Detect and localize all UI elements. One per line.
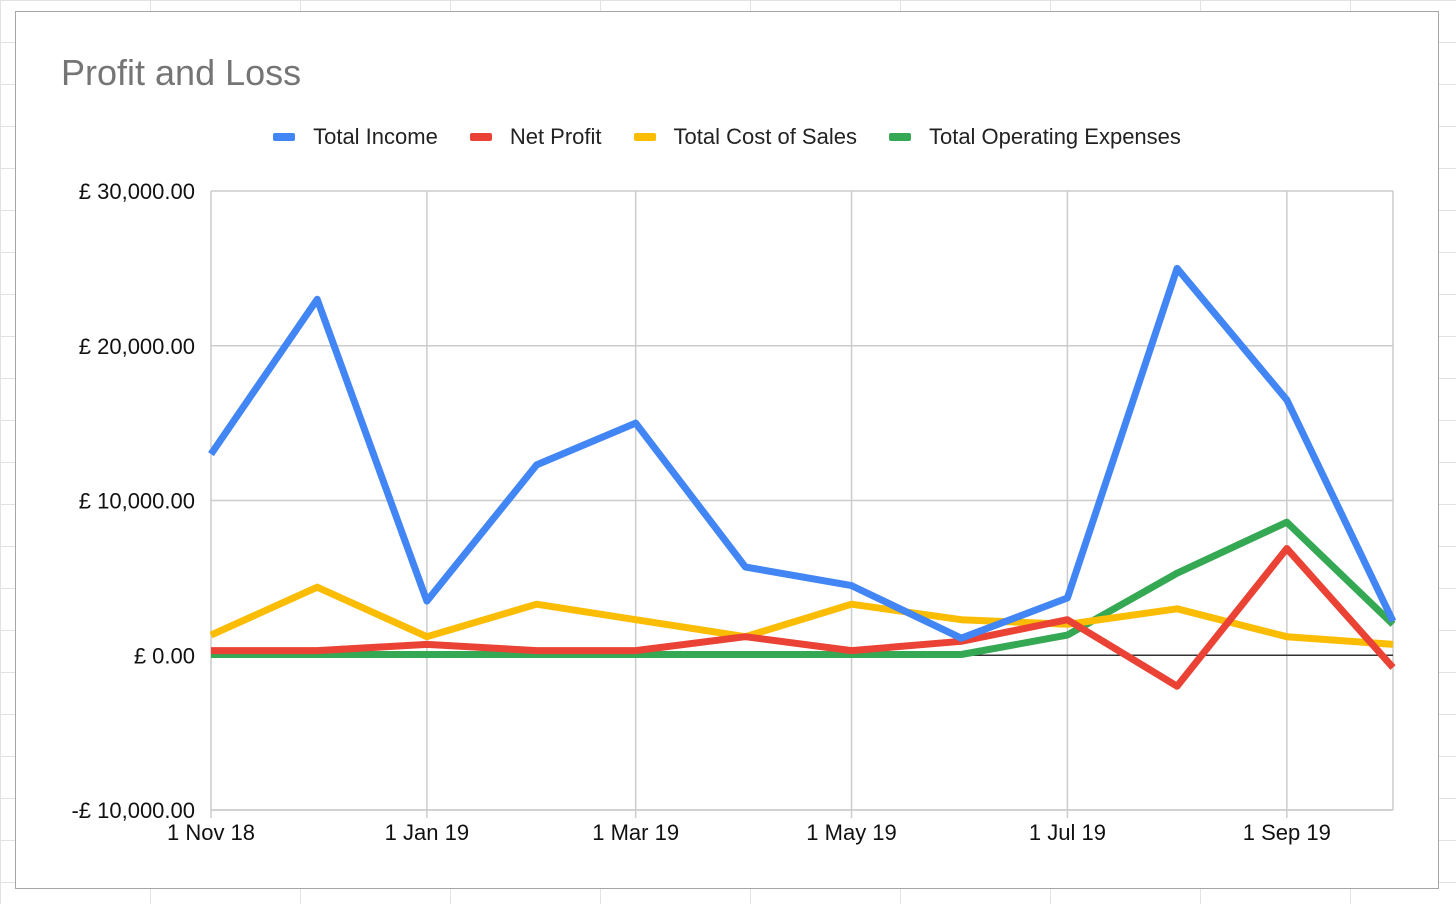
series-line-net-profit [211, 545, 1396, 690]
chart-title: Profit and Loss [61, 52, 302, 93]
legend-label: Total Income [313, 124, 438, 149]
x-tick-label: 1 Jan 19 [385, 820, 469, 845]
x-tick-label: 1 May 19 [806, 820, 897, 845]
x-tick-label: 1 Nov 18 [167, 820, 255, 845]
legend-swatch-total-cost-of-sales [633, 133, 656, 141]
legend-label: Total Cost of Sales [673, 124, 857, 149]
y-tick-label: £ 20,000.00 [79, 334, 195, 359]
legend-swatch-total-income [273, 133, 296, 141]
x-tick-label: 1 Mar 19 [592, 820, 679, 845]
legend-swatch-net-profit [469, 133, 492, 141]
series-line-total-cost-of-sales [209, 583, 1394, 648]
x-tick-label: 1 Sep 19 [1243, 820, 1331, 845]
series-line-total-income [208, 264, 1396, 642]
plot-area: £ 30,000.00 £ 20,000.00 £ 10,000.00 £ 0.00 -… [71, 179, 1396, 845]
legend-swatch-total-operating-expenses [888, 133, 911, 141]
series-line-total-operating-expenses [211, 518, 1396, 658]
legend-item-total-income[interactable]: Total Income [273, 124, 438, 150]
x-tick-label: 1 Jul 19 [1029, 820, 1106, 845]
legend: Total Income Net Profit Total Cost of Sa… [16, 122, 1438, 152]
chart-card: Profit and Loss Total Income Net Profit … [15, 11, 1439, 889]
y-tick-label: £ 10,000.00 [79, 489, 195, 514]
legend-item-total-operating-expenses[interactable]: Total Operating Expenses [888, 124, 1181, 150]
y-tick-label: £ 0.00 [134, 643, 195, 668]
legend-label: Total Operating Expenses [928, 124, 1181, 149]
legend-label: Net Profit [509, 124, 602, 149]
y-tick-label: £ 30,000.00 [79, 179, 195, 204]
legend-item-total-cost-of-sales[interactable]: Total Cost of Sales [633, 124, 857, 150]
legend-item-net-profit[interactable]: Net Profit [469, 124, 602, 150]
y-tick-label: -£ 10,000.00 [71, 798, 195, 823]
